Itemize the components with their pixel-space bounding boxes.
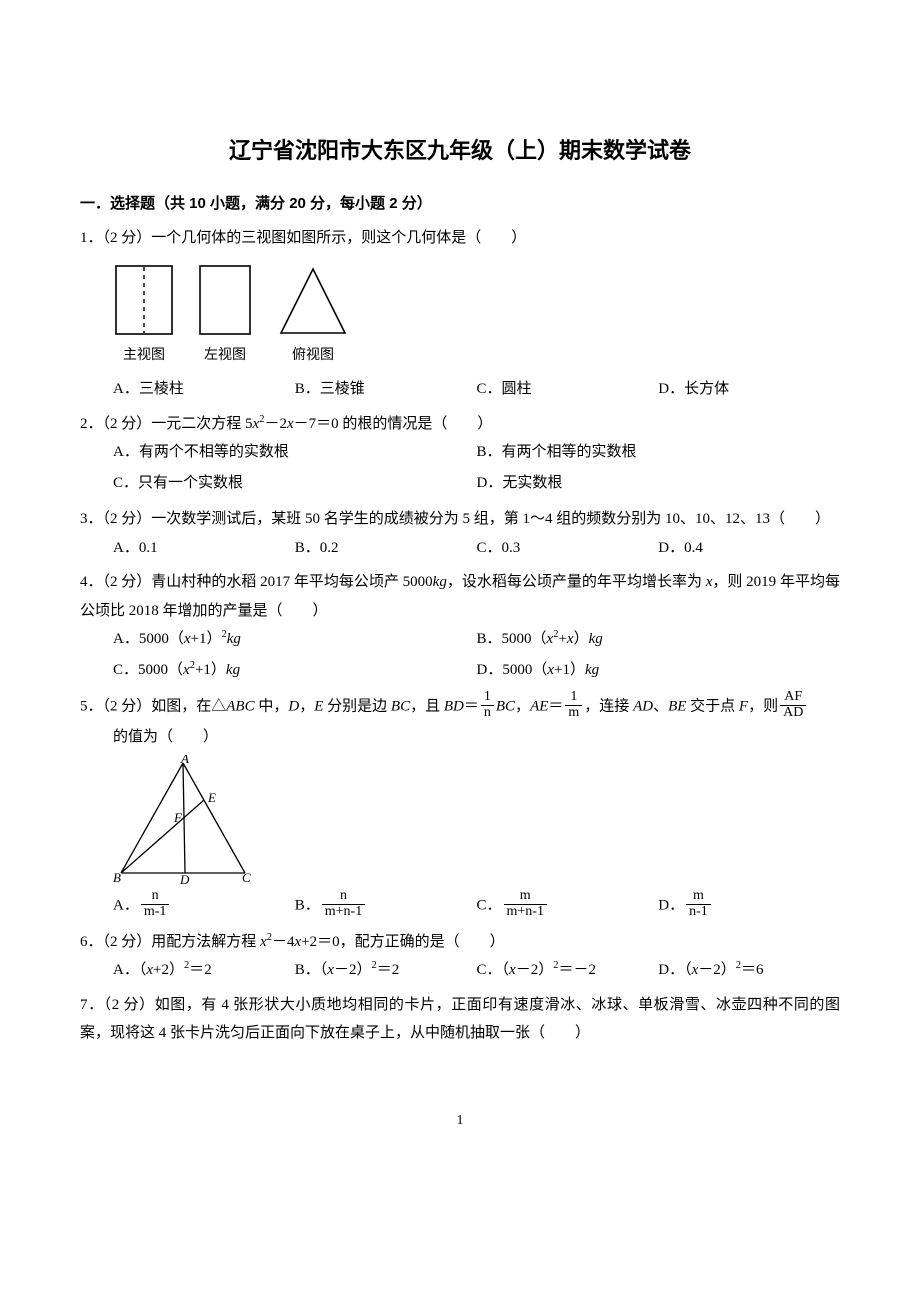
q2-opt-d: D．无实数根 xyxy=(477,469,841,498)
q2-opt-b: B．有两个相等的实数根 xyxy=(477,438,841,467)
q6-opt-c: C．（x－2）2＝－2 xyxy=(477,956,659,985)
q1-top-view: 俯视图 xyxy=(275,263,351,370)
q6-options: A．（x+2）2＝2 B．（x－2）2＝2 C．（x－2）2＝－2 D．（x－2… xyxy=(80,956,840,985)
left-view-svg xyxy=(197,263,253,337)
q1-left-view: 左视图 xyxy=(197,263,253,370)
q3-opt-b: B．0.2 xyxy=(295,534,477,563)
svg-text:D: D xyxy=(179,872,190,887)
q5-opt-a: A．nm-1 xyxy=(113,891,295,921)
q1-options: A．三棱柱 B．三棱锥 C．圆柱 D．长方体 xyxy=(80,375,840,404)
q6-text: 6．（2 分）用配方法解方程 x2－4x+2＝0，配方正确的是（ ） xyxy=(80,928,840,957)
left-view-caption: 左视图 xyxy=(204,343,246,370)
question-1: 1．（2 分）一个几何体的三视图如图所示，则这个几何体是（ ） 主视图 左视图 … xyxy=(80,224,840,404)
q1-figures: 主视图 左视图 俯视图 xyxy=(80,263,840,370)
question-5: 5．（2 分）如图，在△ABC 中，D，E 分别是边 BC，且 BD＝1nBC，… xyxy=(80,692,840,921)
q7-text: 7．（2 分）如图，有 4 张形状大小质地均相同的卡片，正面印有速度滑冰、冰球、… xyxy=(80,991,840,1048)
question-2: 2．（2 分）一元二次方程 5x2－2x－7＝0 的根的情况是（ ） A．有两个… xyxy=(80,410,840,500)
svg-text:B: B xyxy=(113,870,121,885)
svg-text:C: C xyxy=(242,870,251,885)
q1-opt-c: C．圆柱 xyxy=(477,375,659,404)
question-3: 3．（2 分）一次数学测试后，某班 50 名学生的成绩被分为 5 组，第 1～4… xyxy=(80,505,840,562)
q3-opt-a: A．0.1 xyxy=(113,534,295,563)
q1-front-view: 主视图 xyxy=(113,263,175,370)
q4-options: A．5000（x+1）2kg B．5000（x2+x）kg C．5000（x2+… xyxy=(80,625,840,686)
triangle-svg: A B C D E F xyxy=(113,755,268,887)
q4-opt-c: C．5000（x2+1）kg xyxy=(113,656,477,685)
q2-text: 2．（2 分）一元二次方程 5x2－2x－7＝0 的根的情况是（ ） xyxy=(80,410,840,439)
section-1-header: 一．选择题（共 10 小题，满分 20 分，每小题 2 分） xyxy=(80,190,840,219)
front-view-caption: 主视图 xyxy=(123,343,165,370)
top-view-svg xyxy=(275,263,351,337)
q5-opt-c: C．mm+n-1 xyxy=(477,891,659,921)
page-title: 辽宁省沈阳市大东区九年级（上）期末数学试卷 xyxy=(80,130,840,172)
q1-opt-d: D．长方体 xyxy=(658,375,840,404)
q5-opt-b: B．nm+n-1 xyxy=(295,891,477,921)
q6-opt-a: A．（x+2）2＝2 xyxy=(113,956,295,985)
q1-opt-a: A．三棱柱 xyxy=(113,375,295,404)
q3-text: 3．（2 分）一次数学测试后，某班 50 名学生的成绩被分为 5 组，第 1～4… xyxy=(80,505,840,534)
q5-figure: A B C D E F xyxy=(80,755,840,887)
front-view-svg xyxy=(113,263,175,337)
q5-text-2: 的值为（ ） xyxy=(80,723,840,752)
q6-opt-b: B．（x－2）2＝2 xyxy=(295,956,477,985)
q3-opt-d: D．0.4 xyxy=(658,534,840,563)
page-number: 1 xyxy=(80,1108,840,1135)
q1-opt-b: B．三棱锥 xyxy=(295,375,477,404)
svg-text:A: A xyxy=(180,755,189,766)
question-4: 4．（2 分）青山村种的水稻 2017 年平均每公顷产 5000kg，设水稻每公… xyxy=(80,568,840,686)
q2-options: A．有两个不相等的实数根 B．有两个相等的实数根 C．只有一个实数根 D．无实数… xyxy=(80,438,840,499)
q4-opt-d: D．5000（x+1）kg xyxy=(477,656,841,685)
q5-opt-d: D．mn-1 xyxy=(658,891,840,921)
q3-options: A．0.1 B．0.2 C．0.3 D．0.4 xyxy=(80,534,840,563)
question-6: 6．（2 分）用配方法解方程 x2－4x+2＝0，配方正确的是（ ） A．（x+… xyxy=(80,928,840,985)
q4-text: 4．（2 分）青山村种的水稻 2017 年平均每公顷产 5000kg，设水稻每公… xyxy=(80,568,840,625)
top-view-caption: 俯视图 xyxy=(292,343,334,370)
q2-opt-a: A．有两个不相等的实数根 xyxy=(113,438,477,467)
q5-options: A．nm-1 B．nm+n-1 C．mm+n-1 D．mn-1 xyxy=(80,891,840,921)
question-7: 7．（2 分）如图，有 4 张形状大小质地均相同的卡片，正面印有速度滑冰、冰球、… xyxy=(80,991,840,1048)
q5-text: 5．（2 分）如图，在△ABC 中，D，E 分别是边 BC，且 BD＝1nBC，… xyxy=(80,692,840,722)
q4-opt-b: B．5000（x2+x）kg xyxy=(477,625,841,654)
svg-text:F: F xyxy=(173,810,183,825)
q1-text: 1．（2 分）一个几何体的三视图如图所示，则这个几何体是（ ） xyxy=(80,224,840,253)
q6-opt-d: D．（x－2）2＝6 xyxy=(658,956,840,985)
q4-opt-a: A．5000（x+1）2kg xyxy=(113,625,477,654)
svg-text:E: E xyxy=(207,790,216,805)
q3-opt-c: C．0.3 xyxy=(477,534,659,563)
q2-opt-c: C．只有一个实数根 xyxy=(113,469,477,498)
